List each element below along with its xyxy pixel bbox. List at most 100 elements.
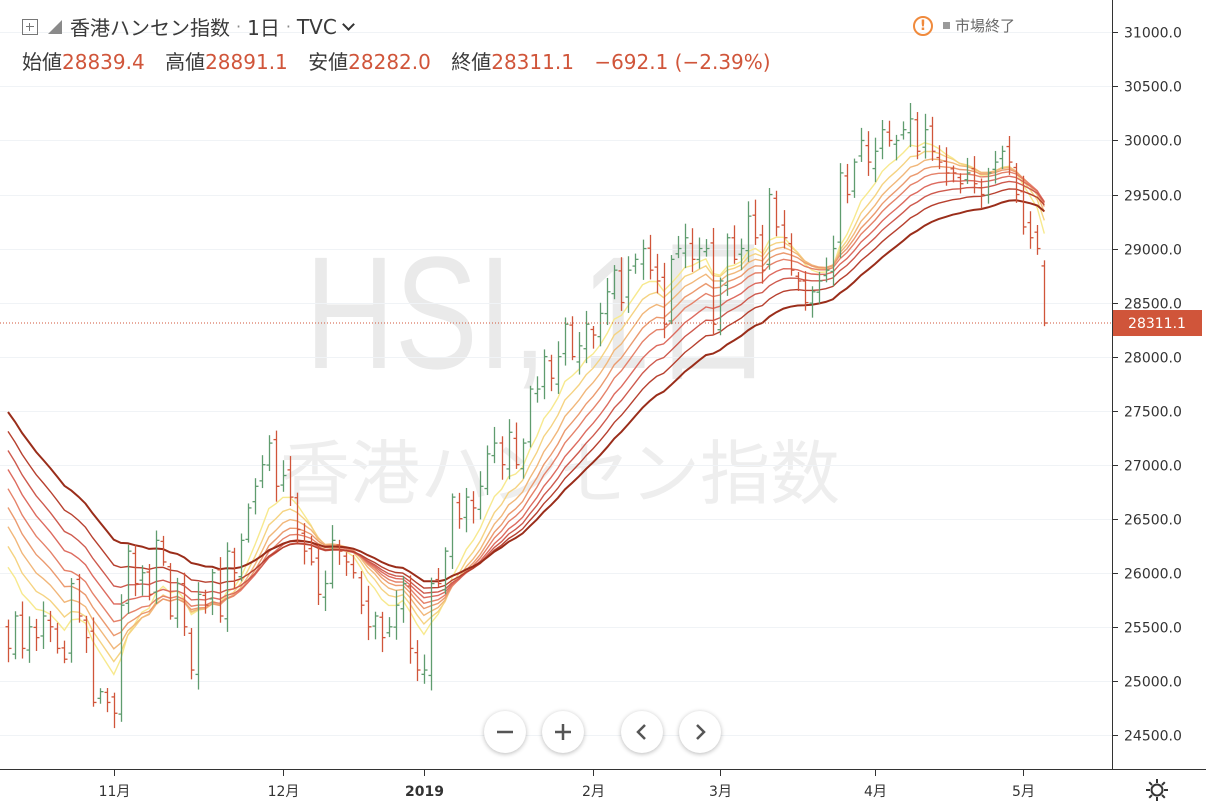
ohlc-bar [964, 157, 971, 184]
ohlc-bar [146, 564, 153, 601]
ohlc-bar [562, 317, 569, 366]
ohlc-bar [68, 578, 75, 663]
ohlc-bar [252, 478, 259, 515]
ema-line [7, 171, 1045, 623]
time-axis[interactable]: 11月 12月 2019 2月 3月 4月 5月 [99, 770, 1035, 800]
ema-ribbon [7, 142, 1045, 676]
symbol-logo-icon [48, 19, 62, 34]
open-label: 始値 [22, 50, 62, 74]
ohlc-bar [217, 557, 224, 623]
ohlc-bar [1041, 260, 1048, 327]
ohlc-bar [26, 616, 33, 663]
ohlc-bar [625, 256, 632, 313]
ohlc-bar [477, 471, 484, 520]
watermark: HSI, 1日 香港ハンセン指数 [280, 223, 840, 515]
ohlc-bar [675, 235, 682, 259]
interval[interactable]: 1日 [247, 16, 280, 40]
change-value: −692.1 (−2.39%) [594, 50, 771, 74]
ema-line [7, 165, 1045, 637]
compare-plus-icon[interactable] [22, 18, 38, 35]
ema-line [7, 199, 1045, 583]
ohlc-bar [442, 547, 449, 595]
ohlc-bar [541, 349, 548, 400]
chevron-left-icon [636, 724, 646, 740]
ohlc-bar [957, 173, 964, 194]
ohlc-bar [950, 165, 957, 183]
y-tick-label: 27500.0 [1124, 405, 1182, 421]
last-price-text: 28311.1 [1128, 316, 1186, 332]
warning-icon[interactable]: ! [912, 15, 933, 36]
ohlc-bar [350, 554, 357, 579]
ohlc-bar [12, 611, 19, 660]
y-tick-label: 25000.0 [1124, 675, 1182, 691]
ohlc-bar [724, 233, 731, 296]
close-value: 28311.1 [491, 50, 574, 74]
y-tick-label: 31000.0 [1124, 26, 1182, 42]
ohlc-bar [569, 316, 576, 361]
ohlc-bar [752, 199, 759, 245]
ohlc-bar [414, 640, 421, 682]
ohlc-bar [971, 156, 978, 194]
price-axis[interactable]: 24500.0 25000.0 25500.0 26000.0 26500.0 27000… [1112, 26, 1182, 745]
ema-line [7, 142, 1045, 676]
status-dot-icon [942, 22, 950, 29]
ohlc-bar [978, 178, 985, 209]
ohlc-bar [632, 253, 639, 274]
ohlc-bar [1013, 163, 1020, 203]
ohlc-bar [174, 577, 181, 628]
ohlc-bar [280, 460, 287, 492]
settings-gear-icon[interactable] [1144, 777, 1170, 803]
ohlc-bar [499, 436, 506, 480]
ohlc-bar [773, 190, 780, 237]
ohlc-bar [548, 354, 555, 392]
ohlc-bar [647, 234, 654, 280]
high-value: 28891.1 [205, 50, 288, 74]
high-label: 高値 [165, 50, 206, 74]
chevron-down-icon[interactable] [341, 17, 355, 31]
ohlc-bar [929, 116, 936, 161]
ohlc-bar [640, 239, 647, 280]
y-tick-label: 28500.0 [1124, 297, 1182, 313]
x-tick-label: 2019 [405, 784, 444, 800]
ohlc-bar [858, 127, 865, 162]
ohlc-bar [358, 571, 365, 615]
ohlc-bar [597, 302, 604, 347]
ohlc-bar [1020, 175, 1027, 235]
x-tick-label: 2月 [582, 784, 605, 800]
ohlc-bar [654, 253, 661, 294]
ohlc-bar [33, 618, 40, 651]
ohlc-bar [238, 533, 245, 582]
ohlc-bar [914, 112, 921, 160]
scroll-left-button[interactable] [621, 711, 663, 753]
ohlc-bar [936, 145, 943, 170]
separator: · [285, 17, 291, 36]
ohlc-bar [428, 577, 435, 691]
ohlc-bar [534, 376, 541, 403]
ohlc-bar [40, 601, 47, 649]
ohlc-bar [879, 119, 886, 160]
ohlc-bar [886, 120, 893, 147]
ohlc-bar [259, 455, 266, 489]
ohlc-bar [139, 565, 146, 596]
ohlc-bar [907, 103, 914, 148]
y-tick-label: 25500.0 [1124, 621, 1182, 637]
ohlc-bar [301, 523, 308, 565]
ohlc-bar [379, 611, 386, 653]
y-tick-label: 28000.0 [1124, 351, 1182, 367]
ohlc-bar [555, 341, 562, 394]
source[interactable]: TVC [296, 14, 337, 39]
ohlc-bar [315, 544, 322, 605]
symbol-name[interactable]: 香港ハンセン指数 [70, 16, 230, 40]
ohlc-bar [400, 575, 407, 623]
ohlc-bar [111, 692, 118, 729]
zoom-in-button[interactable] [542, 711, 584, 753]
ohlc-bar [97, 688, 104, 704]
ohlc-bar [83, 615, 90, 653]
minus-icon [497, 730, 513, 734]
ohlc-bar [1006, 136, 1013, 175]
scroll-right-button[interactable] [679, 711, 721, 753]
zoom-out-button[interactable] [484, 711, 526, 753]
ohlc-bar [992, 150, 999, 184]
ohlc-bar [759, 224, 766, 284]
